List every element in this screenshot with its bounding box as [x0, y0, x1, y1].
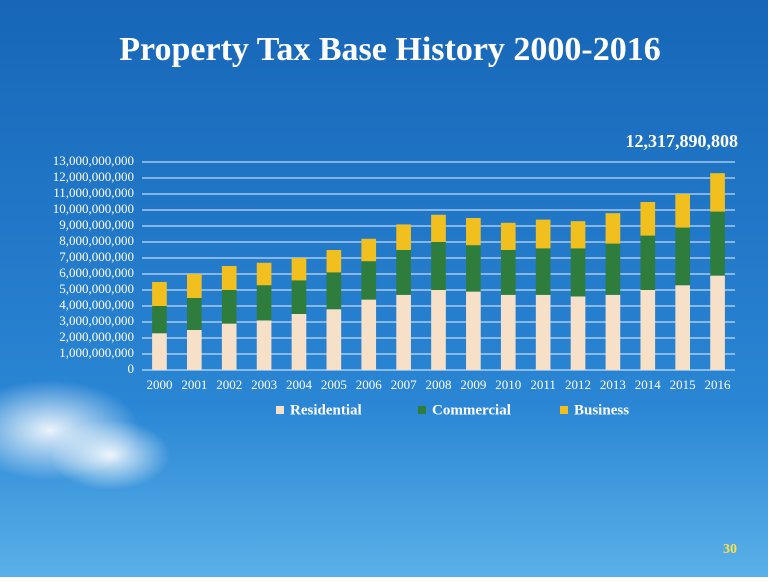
x-tick-label: 2010 [495, 377, 521, 392]
legend-label: Business [574, 402, 629, 418]
bar-segment [431, 214, 446, 242]
chart-title: Property Tax Base History 2000-2016 [119, 31, 660, 68]
page-number: 30 [723, 542, 737, 557]
bar-segment [675, 194, 691, 228]
legend-swatch [418, 406, 426, 414]
y-tick-label: 8,000,000,000 [59, 233, 134, 248]
bar-segment [535, 294, 551, 370]
bar-segment [256, 285, 272, 321]
bar-segment [396, 294, 411, 370]
x-tick-label: 2009 [460, 377, 486, 392]
bar-segment [361, 261, 377, 300]
bar-segment [466, 245, 481, 292]
x-tick-label: 2003 [251, 377, 277, 392]
bar-segment [500, 250, 516, 295]
bar-segment [256, 320, 272, 370]
bar-segment [431, 290, 446, 370]
x-tick-label: 2015 [670, 377, 696, 392]
x-tick-label: 2012 [565, 377, 591, 392]
x-tick-label: 2005 [321, 377, 347, 392]
y-tick-label: 4,000,000,000 [59, 297, 134, 312]
legend-swatch [560, 406, 568, 414]
bar-segment [570, 248, 586, 297]
chart: 01,000,000,0002,000,000,0003,000,000,000… [53, 153, 735, 418]
bar-segment [291, 258, 307, 281]
bar-segment [570, 296, 586, 370]
y-tick-label: 1,000,000,000 [59, 345, 134, 360]
bar-segment [186, 330, 202, 370]
cloud [50, 420, 170, 490]
y-tick-label: 3,000,000,000 [59, 313, 134, 328]
bar-segment [256, 262, 272, 286]
y-tick-label: 10,000,000,000 [53, 201, 134, 216]
y-tick-label: 13,000,000,000 [53, 153, 134, 168]
x-tick-label: 2013 [600, 377, 626, 392]
bar-segment [466, 291, 481, 370]
y-tick-label: 6,000,000,000 [59, 265, 134, 280]
bar-segment [291, 314, 307, 370]
bar-segment [640, 235, 656, 290]
bar-segment [221, 290, 237, 324]
y-tick-label: 12,000,000,000 [53, 169, 134, 184]
legend-label: Residential [290, 402, 362, 418]
x-tick-label: 2011 [530, 377, 556, 392]
bar-segment [361, 299, 377, 370]
bar-segment [152, 282, 167, 306]
bar-segment [500, 222, 516, 250]
bar-segment [675, 227, 691, 286]
x-tick-label: 2004 [286, 377, 313, 392]
bar-segment [186, 274, 202, 298]
bar-segment [535, 248, 551, 295]
bar-segment [396, 250, 411, 295]
bar-segment [361, 238, 377, 262]
legend-label: Commercial [432, 402, 511, 418]
y-tick-label: 11,000,000,000 [53, 185, 134, 200]
bar-segment [291, 280, 307, 314]
bar-segment [710, 173, 725, 212]
bar-segment [326, 250, 342, 273]
y-tick-label: 7,000,000,000 [59, 249, 134, 264]
x-tick-label: 2001 [181, 377, 207, 392]
bar-segment [605, 243, 621, 295]
x-tick-label: 2016 [705, 377, 732, 392]
bar-segment [152, 306, 167, 334]
bar-segment [396, 224, 411, 250]
y-tick-label: 2,000,000,000 [59, 329, 134, 344]
x-tick-label: 2006 [356, 377, 383, 392]
bar-segment [710, 275, 725, 370]
bar-segment [640, 290, 656, 370]
x-tick-label: 2007 [391, 377, 418, 392]
y-tick-label: 0 [128, 361, 135, 376]
legend-swatch [276, 406, 284, 414]
bar-segment [431, 242, 446, 290]
bar-segment [675, 285, 691, 370]
bar-segment [640, 202, 656, 236]
x-tick-label: 2008 [426, 377, 452, 392]
bar-segment [605, 213, 621, 244]
bar-segment [710, 211, 725, 276]
bar-segment [186, 298, 202, 330]
bar-segment [535, 219, 551, 249]
y-tick-label: 9,000,000,000 [59, 217, 134, 232]
bar-segment [500, 294, 516, 370]
bar-segment [152, 333, 167, 370]
y-tick-label: 5,000,000,000 [59, 281, 134, 296]
x-tick-label: 2000 [146, 377, 172, 392]
bar-segment [605, 294, 621, 370]
bar-segment [221, 266, 237, 290]
bar-segment [570, 221, 586, 249]
bar-segment [326, 272, 342, 310]
x-tick-label: 2002 [216, 377, 242, 392]
x-tick-label: 2014 [635, 377, 662, 392]
bar-segment [221, 323, 237, 370]
bar-segment [326, 309, 342, 370]
annotation: 12,317,890,808 [626, 131, 739, 151]
bar-segment [466, 218, 481, 246]
